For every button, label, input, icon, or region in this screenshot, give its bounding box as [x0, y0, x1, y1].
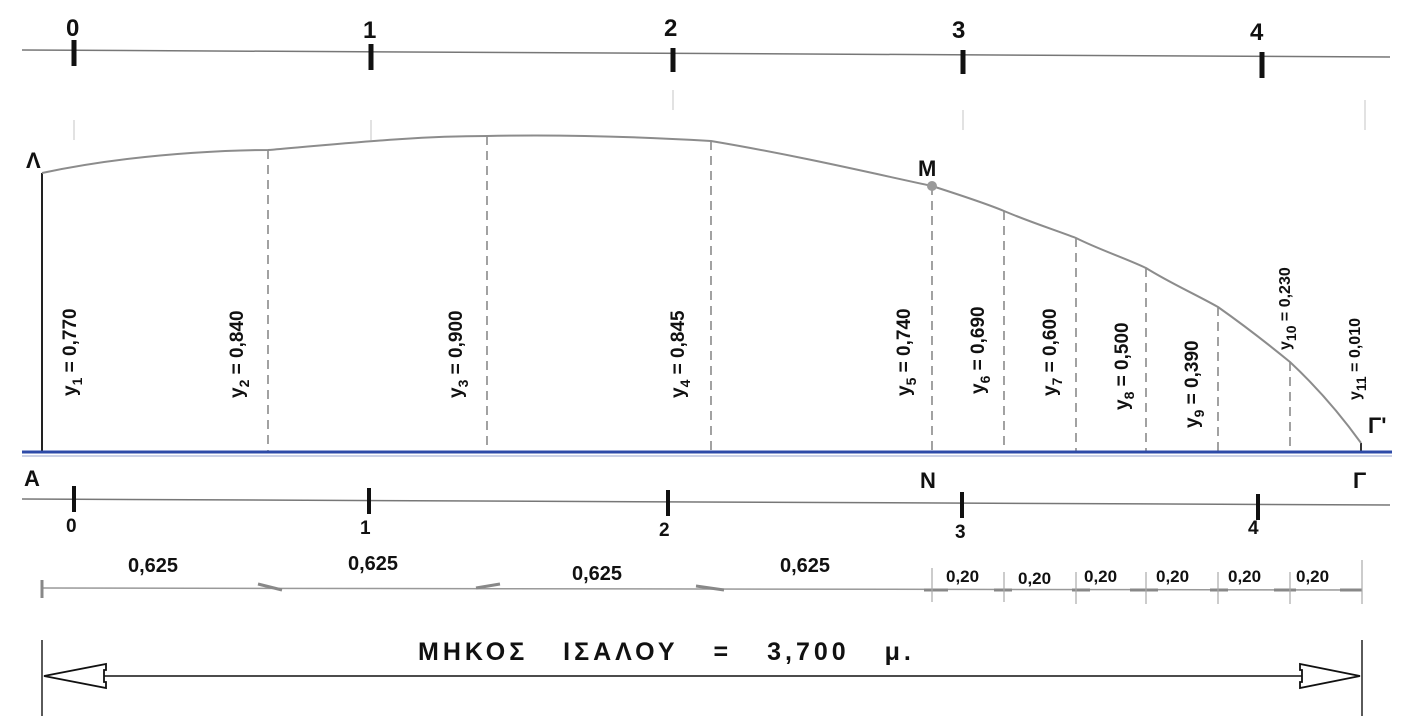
spacing-label-7: 0,20: [1084, 567, 1117, 586]
bottom-station-axis: [21, 498, 1391, 506]
svg-text:y7 = 0,600: y7 = 0,600: [1040, 308, 1065, 396]
spacing-label-5: 0,20: [946, 567, 979, 586]
top-station-label-1: 1: [363, 17, 376, 44]
ordinate-label-6: y6 = 0,690: [968, 306, 993, 394]
top-station-label-2: 2: [664, 15, 677, 42]
svg-text:y9 = 0,390: y9 = 0,390: [1182, 340, 1207, 428]
bottom-station-label-2: 2: [659, 520, 670, 541]
ordinate-label-1: y1 = 0,770: [60, 308, 85, 396]
svg-text:y1 = 0,770: y1 = 0,770: [60, 308, 85, 396]
overall-length-label: ΜΗΚΟΣ ΙΣΑΛΟΥ = 3,700 μ.: [418, 638, 915, 666]
spacing-label-9: 0,20: [1228, 567, 1261, 586]
svg-text:y3 = 0,900: y3 = 0,900: [446, 310, 471, 398]
svg-text:y11 = 0,010: y11 = 0,010: [1347, 318, 1369, 400]
ordinate-label-7: y7 = 0,600: [1040, 308, 1065, 396]
faint-stubs: [73, 90, 1366, 140]
bottom-station-ticks: [72, 486, 1260, 520]
top-station-ticks: [71, 40, 1265, 78]
point-gamma: Γ: [1353, 468, 1366, 493]
bottom-station-label-0: 0: [66, 516, 77, 537]
spacing-label-6: 0,20: [1018, 569, 1051, 588]
point-m-marker: [927, 181, 937, 191]
ordinate-label-9: y9 = 0,390: [1182, 340, 1207, 428]
svg-text:y4 = 0,845: y4 = 0,845: [668, 310, 693, 398]
ordinate-label-5: y5 = 0,740: [894, 308, 919, 396]
top-station-axis: [21, 49, 1391, 58]
spacing-label-3: 0,625: [572, 563, 622, 585]
bottom-station-label-1: 1: [360, 518, 371, 539]
point-m: M: [918, 156, 936, 181]
svg-text:y10 = 0,230: y10 = 0,230: [1277, 267, 1299, 350]
point-lambda: Λ: [26, 148, 41, 173]
ordinate-label-8: y8 = 0,500: [1112, 322, 1137, 410]
svg-text:y8 = 0,500: y8 = 0,500: [1112, 322, 1137, 410]
svg-text:y6 = 0,690: y6 = 0,690: [968, 306, 993, 394]
ordinate-label-2: y2 = 0,840: [227, 310, 252, 398]
top-station-label-4: 4: [1250, 19, 1264, 46]
spacing-label-4: 0,625: [780, 555, 830, 577]
ordinate-label-10: y10 = 0,230: [1277, 267, 1299, 350]
spacing-label-1: 0,625: [128, 555, 178, 577]
overall-arrow-left: [43, 662, 107, 690]
spacing-label-10: 0,20: [1296, 567, 1329, 586]
top-station-label-0: 0: [66, 15, 79, 42]
ordinate-label-4: y4 = 0,845: [668, 310, 693, 398]
ordinate-label-11: y11 = 0,010: [1347, 318, 1369, 400]
ordinate-label-3: y3 = 0,900: [446, 310, 471, 398]
point-n: N: [920, 468, 936, 493]
bottom-station-label-4: 4: [1248, 518, 1259, 539]
spacing-label-2: 0,625: [348, 553, 398, 575]
point-a: A: [24, 466, 40, 491]
top-station-label-3: 3: [952, 17, 965, 44]
bottom-station-label-3: 3: [955, 522, 966, 543]
point-gamma-prime: Γ': [1368, 413, 1386, 438]
overall-arrow-right: [1299, 662, 1361, 690]
svg-text:y5 = 0,740: y5 = 0,740: [894, 308, 919, 396]
ordinate-lines: [267, 136, 1291, 452]
spacing-dimension-stubs: [931, 560, 1363, 604]
spacing-dimension-marks: [40, 580, 1362, 598]
svg-text:y2 = 0,840: y2 = 0,840: [227, 310, 252, 398]
spacing-label-8: 0,20: [1156, 567, 1189, 586]
